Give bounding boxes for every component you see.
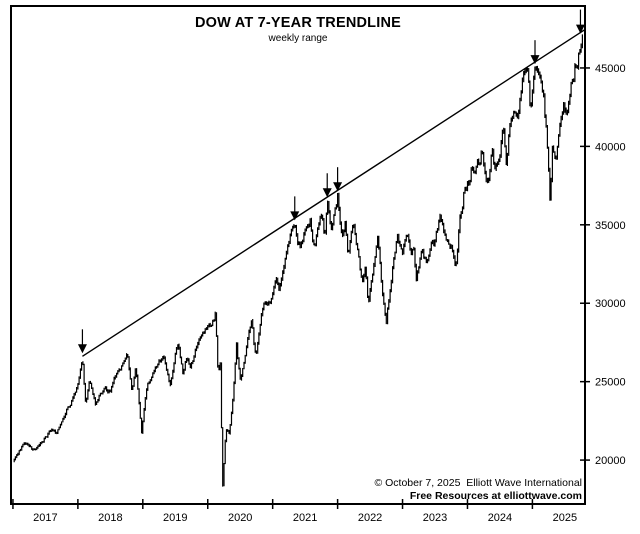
down-arrow-icon [290, 211, 300, 221]
x-tick-label: 2022 [358, 512, 382, 524]
y-tick-label: 40000 [595, 141, 626, 153]
x-tick-label: 2025 [553, 512, 577, 524]
y-axis: 20000 25000 30000 35000 40000 45000 [580, 63, 626, 467]
copyright-line: © October 7, 2025 Elliott Wave Internati… [374, 477, 582, 489]
y-tick-label: 20000 [595, 455, 626, 467]
down-arrow-icon [322, 188, 332, 198]
y-tick-label: 30000 [595, 298, 626, 310]
down-arrow-icon [333, 182, 343, 192]
x-tick-label: 2021 [293, 512, 317, 524]
free-resources-line: Free Resources at elliottwave.com [410, 490, 582, 502]
down-arrow-icon [77, 344, 87, 354]
chart-title: DOW AT 7-YEAR TRENDLINE [195, 15, 401, 31]
x-tick-label: 2024 [488, 512, 512, 524]
x-tick-label: 2023 [423, 512, 447, 524]
price-bars [13, 34, 583, 487]
x-tick-label: 2017 [33, 512, 57, 524]
x-tick-label: 2018 [98, 512, 122, 524]
x-axis: 2017 2018 2019 2020 2021 2022 2023 2024 2025 [12, 499, 577, 524]
chart-subtitle: weekly range [268, 33, 328, 44]
y-tick-label: 45000 [595, 63, 626, 75]
x-tick-label: 2019 [163, 512, 187, 524]
down-arrow-icon [530, 55, 540, 65]
down-arrow-icon [575, 24, 585, 34]
trendline [82, 28, 586, 357]
y-tick-label: 25000 [595, 377, 626, 389]
plot-border [10, 5, 586, 505]
x-tick-label: 2020 [228, 512, 252, 524]
y-tick-label: 35000 [595, 220, 626, 232]
trendline-touch-arrows [77, 9, 585, 354]
